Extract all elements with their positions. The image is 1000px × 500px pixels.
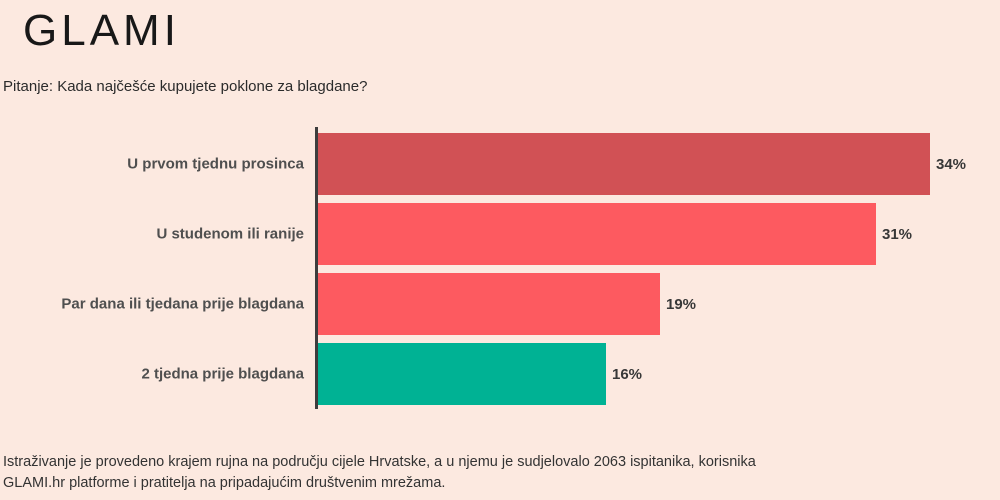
bar-label: 2 tjedna prije blagdana [141, 365, 304, 383]
bar-row: 2 tjedna prije blagdana 16% [141, 343, 966, 405]
footnote-line-1: Istraživanje je provedeno krajem rujna n… [3, 454, 756, 470]
bar-value: 16% [612, 365, 643, 383]
bar [318, 203, 876, 265]
footnote-line-2: GLAMI.hr platforme i pratitelja na pripa… [3, 475, 446, 491]
bar-value: 19% [666, 295, 697, 313]
chart-question-title: Pitanje: Kada najčešće kupujete poklone … [3, 78, 368, 95]
bar-label: U prvom tjednu prosinca [127, 155, 304, 173]
bar-label: U studenom ili ranije [156, 225, 304, 243]
bar-row: U prvom tjednu prosinca 34% [127, 133, 967, 195]
bar-label: Par dana ili tjedana prije blagdana [61, 295, 304, 313]
glami-logo: GLAMI [23, 6, 180, 55]
survey-footnote: Istraživanje je provedeno krajem rujna n… [3, 452, 756, 494]
bar-value: 31% [882, 225, 913, 243]
bar [318, 343, 606, 405]
chart-plot-area: U prvom tjednu prosinca 34% U studenom ili… [61, 127, 967, 409]
bar-row: U studenom ili ranije 31% [156, 203, 966, 265]
bar-row: Par dana ili tjedana prije blagdana 19% [61, 273, 966, 335]
bar-value: 34% [936, 155, 967, 173]
bar-chart: U prvom tjednu prosinca 34% U studenom ili… [0, 127, 966, 409]
bar [318, 133, 930, 195]
bar [318, 273, 660, 335]
